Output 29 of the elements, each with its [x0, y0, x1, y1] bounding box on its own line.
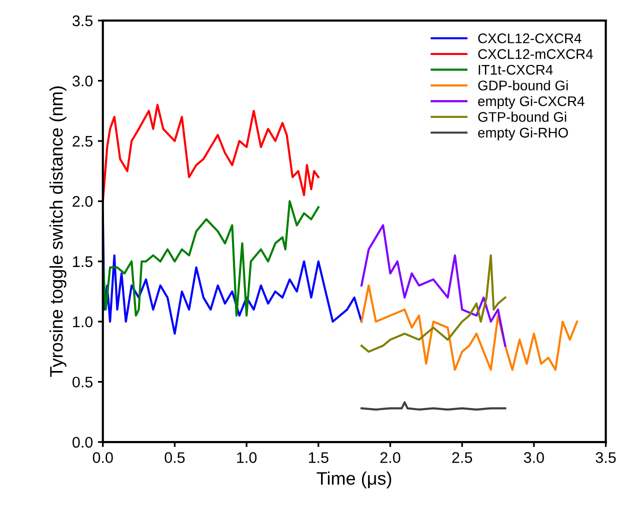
x-tick-label: 3.5: [596, 452, 616, 463]
x-tick-label: 1.0: [237, 452, 257, 463]
x-tick-label: 2.5: [452, 452, 472, 463]
x-tick-label: 0.5: [164, 452, 185, 463]
legend-label: empty Gi-RHO: [478, 127, 568, 140]
x-tick-label: 1.5: [308, 452, 328, 463]
y-tick-label: 1.5: [73, 256, 93, 268]
y-tick-label: 0.0: [72, 436, 93, 448]
line-series: [360, 224, 506, 347]
line-series: [360, 284, 578, 371]
legend-label: GDP-bound Gi: [478, 80, 568, 90]
x-axis-title: Time (μs): [316, 472, 392, 488]
y-tick-label: 0.5: [72, 376, 93, 388]
y-tick-label: 1.0: [73, 316, 93, 328]
legend-label: GTP-bound Gi: [478, 112, 566, 122]
x-tick-label: 0.0: [92, 452, 113, 463]
y-tick-label: 2.0: [72, 196, 93, 207]
line-series: [102, 200, 320, 317]
y-tick-label: 2.5: [72, 136, 93, 147]
y-axis-title: Tyrosine toggle switch distance (nm): [50, 86, 66, 377]
y-tick-label: 3.0: [72, 76, 93, 86]
y-tick-label: 3.5: [72, 15, 93, 26]
line-series: [360, 254, 506, 353]
legend-label: empty Gi-CXCR4: [478, 96, 584, 109]
legend-label: CXCL12-mCXCR4: [478, 49, 593, 59]
legend-label: IT1t-CXCR4: [478, 64, 553, 75]
x-tick-label: 3.0: [524, 452, 544, 463]
x-tick-label: 2.0: [380, 452, 400, 463]
legend-label: CXCL12-CXCR4: [478, 33, 582, 44]
